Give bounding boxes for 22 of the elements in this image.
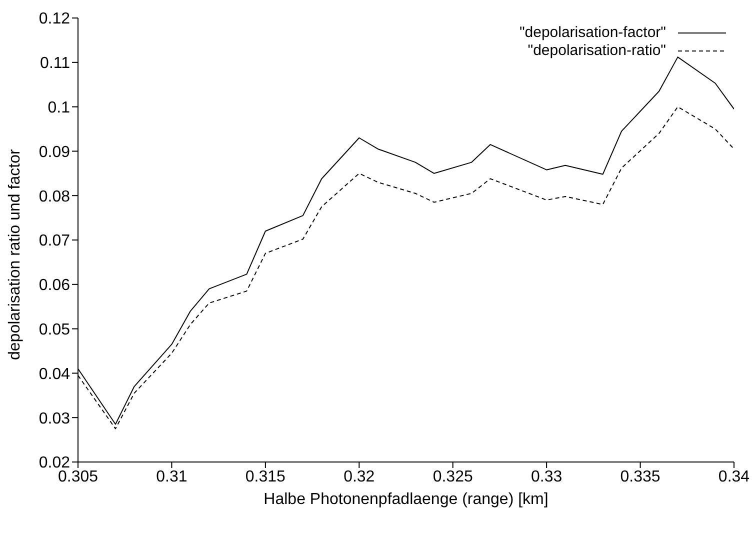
y-tick-label: 0.11 xyxy=(40,55,70,72)
x-axis-title: Halbe Photonenpfadlaenge (range) [km] xyxy=(264,491,548,508)
legend-label: "depolarisation-factor" xyxy=(519,24,666,42)
x-tick-label: 0.315 xyxy=(245,468,286,486)
y-tick-label: 0.09 xyxy=(38,144,70,161)
x-tick-label: 0.325 xyxy=(432,468,473,486)
y-axis-title: depolarisation ratio und factor xyxy=(6,148,24,360)
x-tick-label: 0.34 xyxy=(718,468,750,486)
y-tick-label: 0.06 xyxy=(38,277,70,294)
legend-label: "depolarisation-ratio" xyxy=(528,42,666,60)
y-tick-label: 0.03 xyxy=(38,410,70,428)
y-tick-label: 0.05 xyxy=(38,321,70,338)
x-tick-label: 0.33 xyxy=(531,468,562,486)
x-tick-label: 0.32 xyxy=(344,468,375,486)
y-tick-label: 0.08 xyxy=(38,188,70,206)
y-tick-label: 0.1 xyxy=(48,99,70,116)
y-tick-label: 0.12 xyxy=(38,10,70,28)
x-tick-label: 0.335 xyxy=(620,468,660,486)
x-tick-label: 0.31 xyxy=(156,468,188,486)
y-tick-label: 0.04 xyxy=(38,366,70,383)
x-tick-label: 0.305 xyxy=(58,468,98,486)
y-tick-label: 0.07 xyxy=(38,232,70,250)
